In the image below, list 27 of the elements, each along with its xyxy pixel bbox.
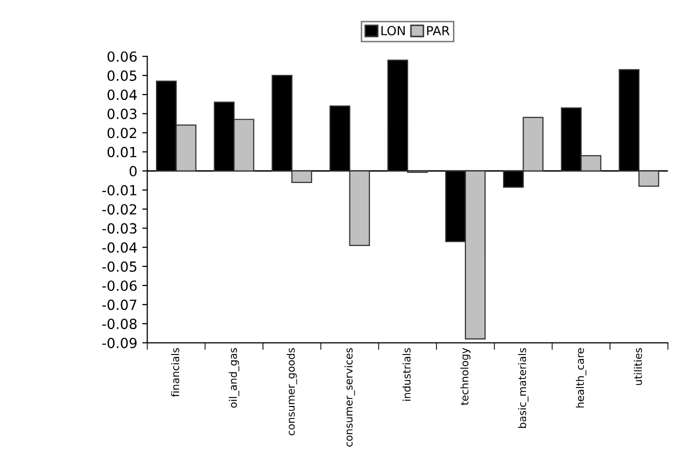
- x-tick-label: consumer_goods: [286, 348, 298, 436]
- y-tick-label: -0.06: [102, 280, 137, 291]
- x-tick-label: financials: [171, 348, 180, 397]
- x-tick-label: health_care: [576, 348, 586, 408]
- y-tick-label: 0: [130, 166, 137, 176]
- legend-label: PAR: [427, 26, 450, 36]
- x-tick-label: consumer_services: [344, 348, 355, 447]
- y-tick-label: -0.08: [102, 318, 137, 330]
- y-tick-label: -0.05: [102, 261, 136, 272]
- y-tick-label: 0.02: [108, 128, 136, 138]
- x-tick-label: industrials: [402, 348, 411, 401]
- x-tick-label: basic_materials: [518, 348, 528, 428]
- y-tick-label: -0.07: [102, 300, 136, 310]
- y-tick-label: 0.05: [108, 70, 136, 81]
- y-tick-label: -0.03: [102, 223, 136, 234]
- y-tick-label: 0.03: [108, 108, 136, 120]
- y-tick-label: -0.09: [102, 338, 137, 348]
- y-tick-label: -0.02: [102, 204, 136, 215]
- y-tick-label: -0.01: [102, 184, 136, 196]
- legend-label: LON: [381, 26, 405, 36]
- y-tick-label: 0.04: [108, 90, 137, 100]
- y-tick-label: 0.06: [108, 51, 137, 62]
- y-tick-label: 0.01: [108, 146, 136, 158]
- y-tick-label: -0.04: [102, 242, 137, 253]
- x-tick-label: utilities: [634, 348, 642, 385]
- x-tick-label: technology: [460, 348, 470, 406]
- x-tick-label: oil_and_gas: [228, 348, 240, 408]
